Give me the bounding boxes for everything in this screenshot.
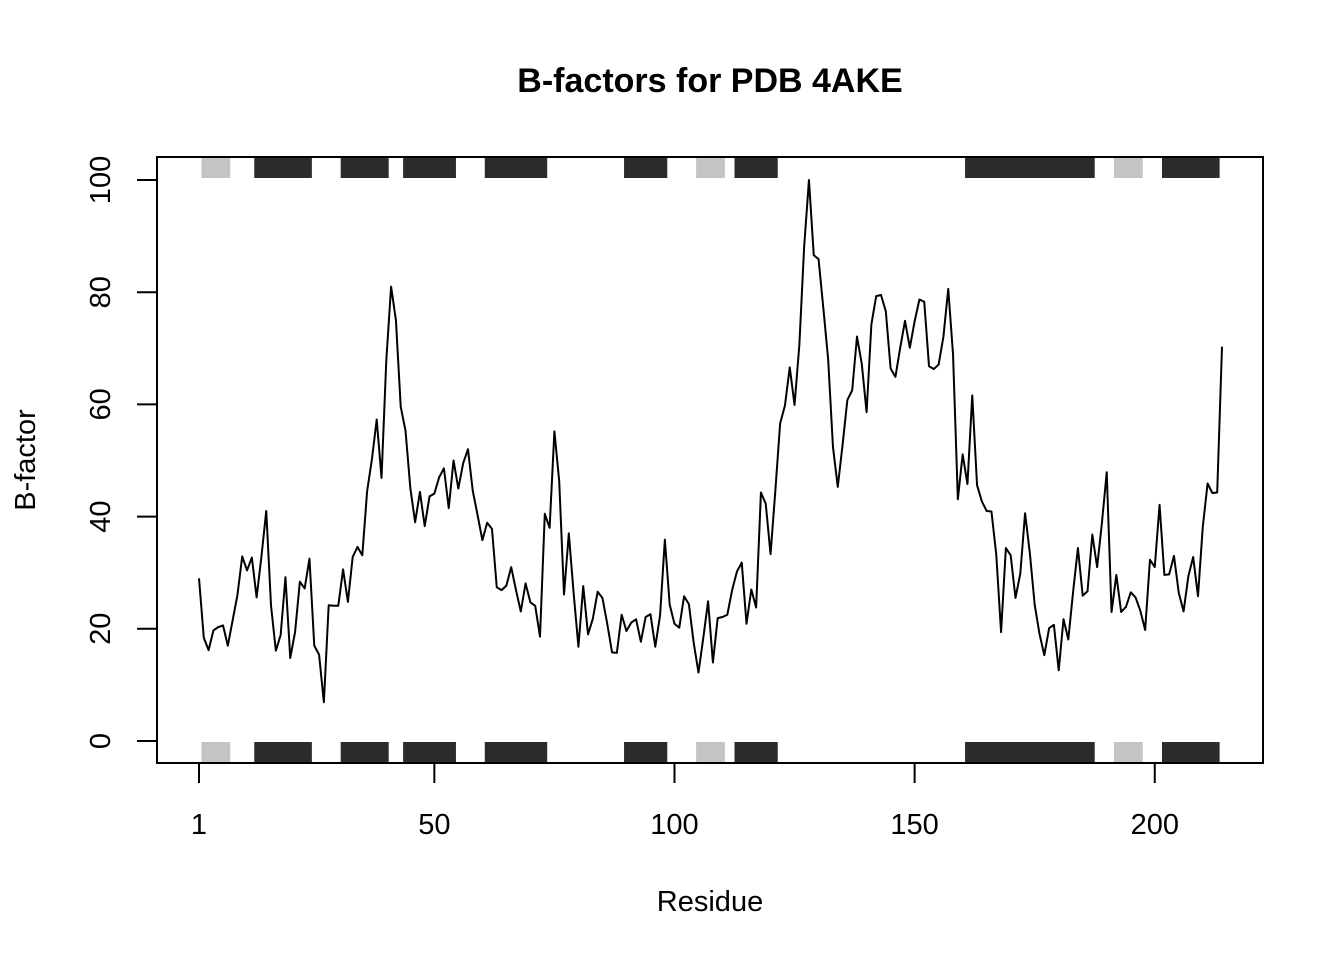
helix-bar-top-1 bbox=[254, 157, 312, 178]
sheet-bar-top-6 bbox=[696, 157, 725, 178]
helix-bar-bottom-1 bbox=[254, 742, 312, 763]
sheet-bar-bottom-9 bbox=[1113, 742, 1143, 763]
secondary-structure-top bbox=[201, 157, 1220, 178]
secondary-structure-bottom bbox=[201, 742, 1220, 763]
y-axis: 0 20 40 60 80 100 bbox=[85, 156, 158, 749]
helix-bar-bottom-8 bbox=[965, 742, 1095, 763]
x-tick-label: 200 bbox=[1131, 809, 1179, 841]
x-axis: 1 50 100 150 200 bbox=[191, 762, 1179, 841]
y-axis-label: B-factor bbox=[10, 409, 42, 511]
y-tick-label: 40 bbox=[85, 500, 117, 532]
helix-bar-bottom-4 bbox=[484, 742, 548, 763]
helix-bar-top-10 bbox=[1161, 157, 1220, 178]
y-tick-label: 0 bbox=[85, 733, 117, 749]
helix-bar-top-4 bbox=[484, 157, 548, 178]
helix-bar-top-5 bbox=[624, 157, 668, 178]
y-tick-label: 60 bbox=[85, 388, 117, 420]
sheet-bar-top-9 bbox=[1113, 157, 1143, 178]
y-tick-label: 20 bbox=[85, 613, 117, 645]
x-axis-label: Residue bbox=[657, 886, 763, 918]
helix-bar-top-3 bbox=[403, 157, 456, 178]
helix-bar-bottom-2 bbox=[340, 742, 389, 763]
y-tick-label: 100 bbox=[85, 156, 117, 204]
sheet-bar-bottom-0 bbox=[201, 742, 231, 763]
helix-bar-bottom-7 bbox=[734, 742, 778, 763]
helix-bar-top-8 bbox=[965, 157, 1095, 178]
sheet-bar-top-0 bbox=[201, 157, 231, 178]
helix-bar-bottom-3 bbox=[403, 742, 456, 763]
x-tick-label: 1 bbox=[191, 809, 207, 841]
x-tick-label: 150 bbox=[890, 809, 938, 841]
y-tick-label: 80 bbox=[85, 276, 117, 308]
x-tick-label: 50 bbox=[418, 809, 450, 841]
sheet-bar-bottom-6 bbox=[696, 742, 725, 763]
x-tick-label: 100 bbox=[650, 809, 698, 841]
chart-title: B-factors for PDB 4AKE bbox=[517, 62, 902, 100]
helix-bar-bottom-5 bbox=[624, 742, 668, 763]
plot-frame bbox=[156, 156, 1264, 764]
bfactor-series-line bbox=[198, 179, 1223, 704]
helix-bar-bottom-10 bbox=[1161, 742, 1220, 763]
helix-bar-top-2 bbox=[340, 157, 389, 178]
helix-bar-top-7 bbox=[734, 157, 778, 178]
